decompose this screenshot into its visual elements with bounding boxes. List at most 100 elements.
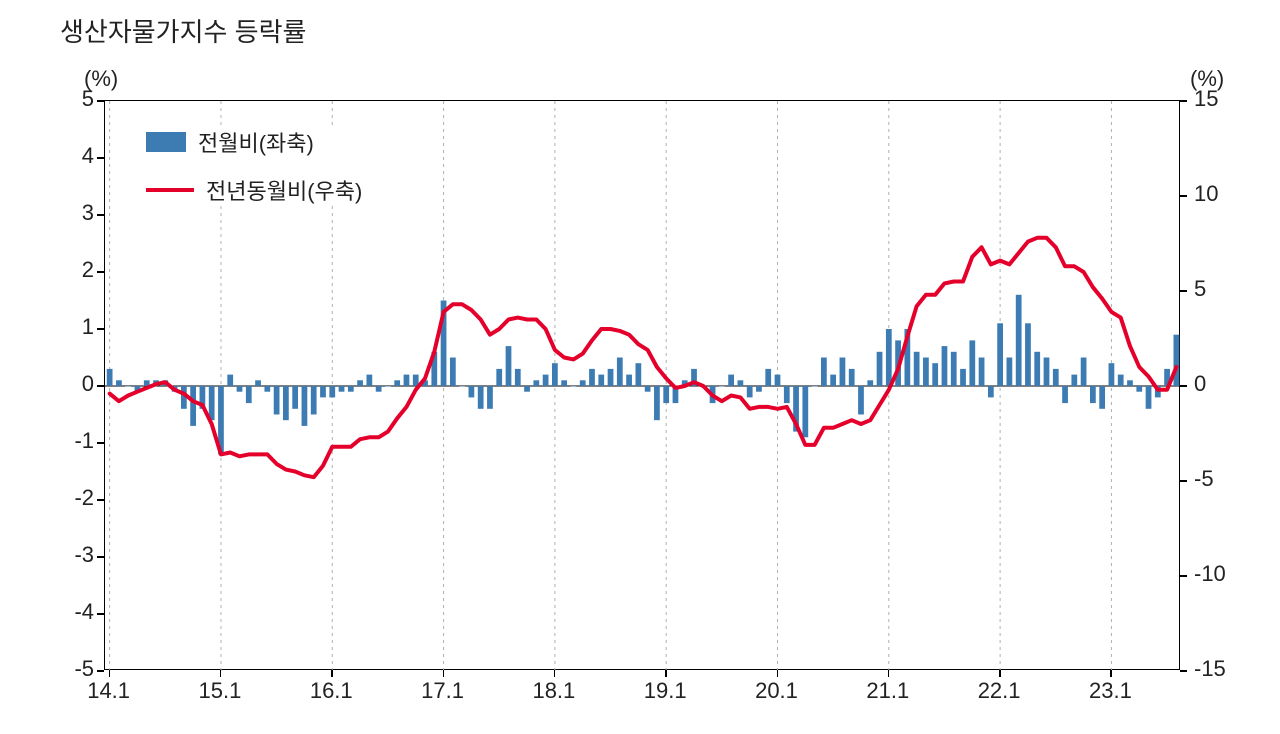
bar bbox=[116, 380, 122, 386]
bar bbox=[107, 369, 113, 386]
bar bbox=[543, 375, 549, 386]
bar bbox=[802, 386, 808, 437]
bar bbox=[237, 386, 243, 392]
bar bbox=[515, 369, 521, 386]
left-tick-label: 0 bbox=[34, 371, 94, 397]
bar bbox=[932, 363, 938, 386]
right-tick-label: -5 bbox=[1194, 466, 1214, 492]
bar bbox=[1071, 375, 1077, 386]
bar bbox=[125, 386, 131, 387]
bar bbox=[840, 358, 846, 387]
bar bbox=[1062, 386, 1068, 403]
bar bbox=[784, 386, 790, 403]
bar bbox=[914, 352, 920, 386]
right-tick-label: 0 bbox=[1194, 371, 1206, 397]
bar bbox=[311, 386, 317, 415]
bar bbox=[1136, 386, 1142, 392]
left-tick-label: 3 bbox=[34, 200, 94, 226]
bar bbox=[775, 375, 781, 386]
bar bbox=[923, 358, 929, 387]
bar bbox=[552, 363, 558, 386]
bar bbox=[747, 386, 753, 397]
legend-label: 전년동월비(우축) bbox=[206, 174, 362, 206]
right-tick-label: 5 bbox=[1194, 276, 1206, 302]
bar bbox=[1127, 380, 1133, 386]
bar bbox=[645, 386, 651, 392]
bar bbox=[635, 363, 641, 386]
bar bbox=[858, 386, 864, 415]
bar bbox=[1034, 352, 1040, 386]
chart-root: { "title": "생산자물가지수 등락률", "title_fontsiz… bbox=[0, 0, 1280, 734]
bar bbox=[1118, 375, 1124, 386]
bar bbox=[450, 358, 456, 387]
bar bbox=[348, 386, 354, 392]
bar bbox=[385, 386, 391, 387]
x-tick-label: 14.1 bbox=[79, 678, 139, 704]
x-tick-label: 18.1 bbox=[524, 678, 584, 704]
bar bbox=[283, 386, 289, 420]
left-tick-label: 4 bbox=[34, 143, 94, 169]
bar bbox=[663, 386, 669, 403]
bar bbox=[329, 386, 335, 397]
bar bbox=[506, 346, 512, 386]
bar bbox=[942, 346, 948, 386]
bar bbox=[830, 375, 836, 386]
x-tick-label: 23.1 bbox=[1080, 678, 1140, 704]
x-tick-label: 22.1 bbox=[969, 678, 1029, 704]
bar bbox=[626, 375, 632, 386]
bar bbox=[533, 380, 539, 386]
bar bbox=[255, 380, 261, 386]
bar bbox=[1099, 386, 1105, 409]
bar bbox=[376, 386, 382, 392]
left-tick-label: 2 bbox=[34, 257, 94, 283]
bar bbox=[979, 358, 985, 387]
bar bbox=[997, 323, 1003, 386]
bar bbox=[886, 329, 892, 386]
bar bbox=[264, 386, 270, 392]
bar bbox=[951, 352, 957, 386]
bar bbox=[561, 380, 567, 386]
bar bbox=[394, 380, 400, 386]
bar bbox=[654, 386, 660, 420]
bar bbox=[292, 386, 298, 409]
bar bbox=[617, 358, 623, 387]
left-tick-label: -3 bbox=[34, 542, 94, 568]
bar bbox=[524, 386, 530, 392]
bar bbox=[1109, 363, 1115, 386]
x-tick-label: 19.1 bbox=[635, 678, 695, 704]
bar bbox=[246, 386, 252, 403]
legend-item: 전월비(좌축) bbox=[146, 126, 362, 158]
left-tick-label: 1 bbox=[34, 314, 94, 340]
bar bbox=[719, 386, 725, 387]
left-tick-label: 5 bbox=[34, 86, 94, 112]
bar bbox=[738, 380, 744, 386]
bar bbox=[1090, 386, 1096, 403]
right-tick-label: 10 bbox=[1194, 181, 1218, 207]
bar bbox=[496, 369, 502, 386]
bar bbox=[1173, 335, 1179, 386]
bar bbox=[598, 375, 604, 386]
bar bbox=[339, 386, 345, 392]
bar bbox=[320, 386, 326, 397]
bar bbox=[459, 386, 465, 387]
bar bbox=[209, 386, 215, 420]
legend-swatch-line-icon bbox=[146, 188, 194, 192]
bar bbox=[357, 380, 363, 386]
x-tick-label: 21.1 bbox=[858, 678, 918, 704]
bar bbox=[988, 386, 994, 397]
bar bbox=[571, 386, 577, 387]
bar bbox=[1081, 358, 1087, 387]
left-tick-label: -1 bbox=[34, 428, 94, 454]
bar bbox=[812, 386, 818, 387]
bar bbox=[960, 369, 966, 386]
legend-swatch-bar-icon bbox=[146, 132, 186, 152]
bar bbox=[849, 369, 855, 386]
x-tick-label: 16.1 bbox=[301, 678, 361, 704]
bar bbox=[1016, 295, 1022, 386]
right-tick-label: 15 bbox=[1194, 86, 1218, 112]
bar bbox=[274, 386, 280, 415]
bar bbox=[1146, 386, 1152, 409]
bar bbox=[302, 386, 308, 426]
bar bbox=[190, 386, 196, 426]
bar bbox=[756, 386, 762, 392]
